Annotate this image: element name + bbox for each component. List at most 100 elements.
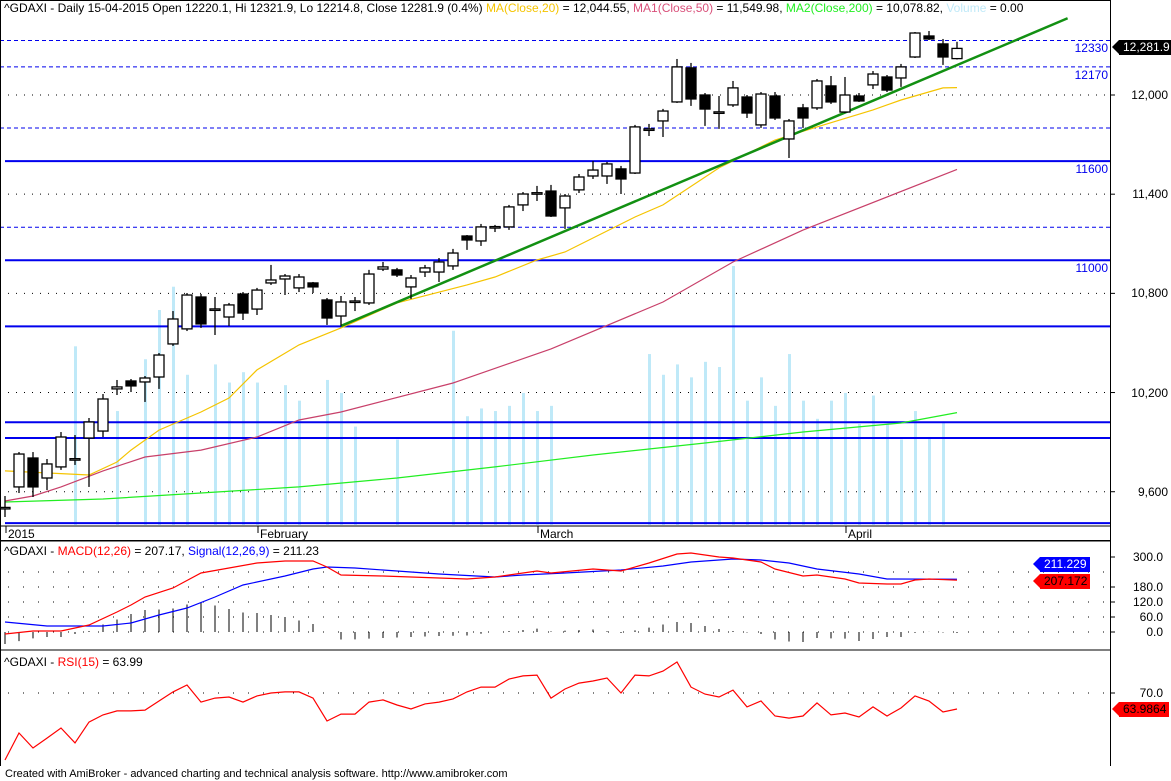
candle-up	[951, 47, 963, 60]
trendline-layer[interactable]	[340, 17, 1069, 328]
axis-ticks	[5, 94, 1115, 694]
ma20-line	[4, 87, 958, 476]
rsi-panel-header: ^GDAXI - RSI(15) = 63.99	[4, 655, 143, 669]
volume-bar	[298, 400, 301, 525]
macd-panel-plot	[4, 552, 1108, 644]
candle-down	[615, 168, 627, 180]
candle-up	[83, 421, 95, 439]
volume-bar	[116, 411, 119, 525]
candle-up	[489, 225, 501, 229]
volume-bar	[900, 439, 903, 525]
candle-down	[237, 293, 249, 314]
candle-up	[251, 289, 263, 310]
candle-up	[335, 301, 347, 317]
candle-down	[741, 96, 753, 114]
rsi-legend: RSI(15)	[57, 655, 99, 669]
volume-bar	[774, 405, 777, 525]
volume-bar	[522, 392, 525, 525]
macd-line	[4, 552, 958, 635]
candle-down	[699, 94, 711, 110]
candle-up	[657, 110, 669, 122]
candle-up	[447, 252, 459, 267]
candle-up	[167, 318, 179, 345]
macd-axis-label: 0.0	[1146, 625, 1163, 639]
macd-axis-label: 300.0	[1132, 550, 1163, 564]
candle-down	[125, 380, 137, 387]
candle-up	[601, 163, 613, 177]
price-axis-label: 9,600	[1137, 484, 1168, 499]
candle-down	[685, 67, 697, 100]
ma50-legend: MA1(Close,50)	[633, 1, 714, 15]
macd-axis-label: 60.0	[1139, 610, 1163, 624]
candle-up	[0, 506, 11, 510]
macd-symbol: ^GDAXI -	[4, 544, 58, 558]
volume-bar	[816, 418, 819, 525]
candle-up	[223, 304, 235, 318]
candle-down	[307, 282, 319, 288]
candle-up	[909, 32, 921, 58]
volume-bar	[354, 426, 357, 525]
volume-bar	[144, 359, 147, 525]
volume-bar	[214, 364, 217, 525]
candle-up	[671, 66, 683, 103]
volume-bar	[928, 436, 931, 525]
volume-bar	[676, 364, 679, 525]
candle-up	[727, 87, 739, 106]
candle-up	[181, 294, 193, 330]
volume-bar	[942, 421, 945, 525]
macd-value: = 207.17,	[131, 544, 189, 558]
volume-bar	[914, 411, 917, 525]
candle-up	[629, 126, 641, 174]
volume-bar	[550, 405, 553, 525]
candle-up	[153, 354, 165, 378]
candle-down	[321, 299, 333, 319]
rsi-value: = 63.99	[98, 655, 143, 669]
macd-value-tag: 207.172	[1032, 574, 1091, 589]
price-level-label: 12330	[1074, 41, 1108, 56]
candle-up	[349, 300, 361, 304]
candle-up	[13, 453, 25, 488]
candle-up	[139, 377, 151, 383]
candle-up	[377, 266, 389, 270]
price-axis-label: 10,800	[1131, 286, 1168, 301]
candle-up	[643, 128, 655, 132]
price-axis-label: 11,400	[1132, 187, 1168, 202]
volume-bar	[326, 379, 329, 525]
volume-bar	[242, 372, 245, 525]
candle-up	[405, 277, 417, 288]
price-axis-label: 12,000	[1131, 88, 1168, 102]
candle-down	[195, 296, 207, 325]
rsi-symbol: ^GDAXI -	[4, 655, 58, 669]
candle-down	[545, 190, 557, 217]
volume-bar	[452, 330, 455, 525]
volume-bar	[158, 310, 161, 525]
volume-bars	[74, 266, 945, 525]
candle-up	[209, 308, 221, 312]
price-level-label: 12170	[1074, 67, 1108, 82]
candle-up	[475, 226, 487, 242]
candle-down	[937, 43, 949, 58]
rsi-value-tag: 63.9864	[1111, 702, 1170, 717]
candle-down	[853, 95, 865, 102]
candle-up	[55, 436, 67, 468]
moving-averages	[4, 87, 958, 503]
footer-credit: Created with AmiBroker - advanced charti…	[5, 768, 508, 780]
volume-bar	[732, 266, 735, 525]
price-level-label: 11000	[1075, 261, 1108, 276]
panel-frames	[0, 0, 1111, 766]
volume-bar	[746, 400, 749, 525]
price-axis-label: 10,200	[1131, 385, 1168, 400]
candle-down	[461, 235, 473, 241]
price-panel-header: ^GDAXI - Daily 15-04-2015 Open 12220.1, …	[4, 1, 1023, 15]
date-axis-label: March	[540, 527, 574, 541]
volume-bar	[830, 400, 833, 525]
signal-value: = 211.23	[269, 544, 319, 558]
candle-up	[755, 93, 767, 126]
candle-up	[867, 73, 879, 86]
volume-bar	[760, 377, 763, 525]
candle-up	[69, 458, 81, 461]
candle-down	[391, 269, 403, 276]
ma200-legend: MA2(Close,200)	[785, 1, 873, 15]
last-price-tag: 12,281.9	[1112, 40, 1171, 55]
